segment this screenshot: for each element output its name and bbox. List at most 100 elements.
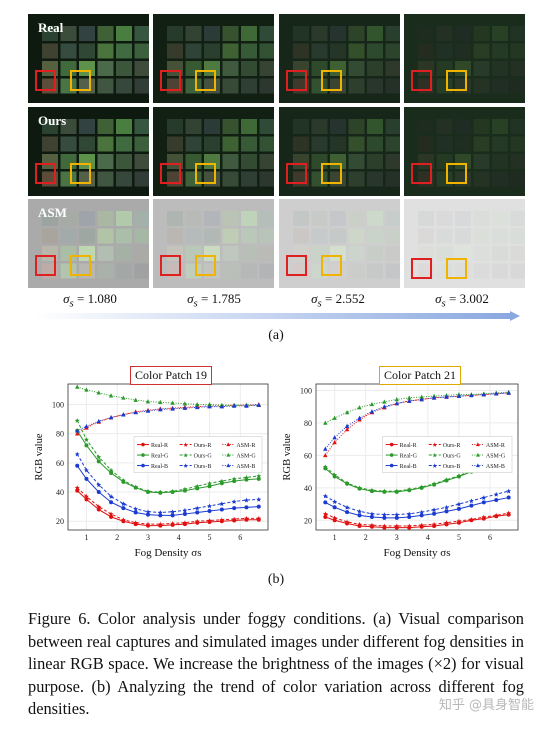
data-point-real-b: [506, 495, 511, 500]
x-axis-label: Fog Density σs: [383, 547, 450, 559]
data-point-ours-b: [219, 501, 225, 507]
highlight-box-patch-19: [35, 255, 56, 276]
color-checker-image: [160, 26, 275, 94]
data-point-ours-g: [170, 488, 176, 494]
data-point-ours-g: [157, 489, 163, 495]
y-tick-label: 100: [300, 386, 312, 395]
image-cell-asm-1: ASM: [28, 199, 149, 288]
data-point-ours-b: [394, 512, 400, 517]
image-cell-ours-3: [278, 106, 400, 196]
data-point-ours-r: [369, 522, 375, 528]
data-point-asm-g: [108, 393, 114, 398]
legend-marker: [141, 453, 145, 457]
data-point-real-b: [369, 515, 374, 520]
highlight-box-patch-21: [195, 70, 217, 91]
data-point-asm-r: [75, 431, 80, 436]
y-tick-label: 20: [304, 516, 312, 525]
data-point-asm-g: [145, 399, 151, 404]
data-point-ours-r: [182, 520, 188, 526]
data-point-ours-b: [481, 495, 487, 500]
series-line-ours-r: [76, 487, 259, 525]
x-tick-label: 6: [488, 533, 492, 542]
legend-entry: ASM-R: [236, 443, 255, 449]
data-point-ours-b: [145, 509, 151, 515]
data-point-ours-r: [74, 485, 80, 491]
data-point-real-b: [84, 476, 89, 481]
data-point-asm-g: [121, 395, 126, 400]
data-point-ours-g: [74, 418, 80, 423]
x-tick-label: 1: [333, 533, 337, 542]
data-point-ours-g: [108, 467, 114, 473]
data-point-ours-r: [256, 515, 262, 521]
data-point-ours-r: [145, 521, 151, 527]
sigma-label-2: σs = 1.785: [187, 291, 241, 310]
data-point-ours-g: [207, 480, 212, 486]
data-point-ours-r: [194, 518, 200, 524]
data-point-ours-b: [322, 493, 328, 499]
legend-marker: [475, 442, 480, 447]
data-point-ours-r: [419, 522, 425, 528]
data-point-ours-g: [456, 473, 462, 479]
legend-entry: Real-R: [151, 443, 168, 449]
y-axis-label: RGB value: [282, 433, 293, 480]
data-point-asm-g: [344, 409, 350, 415]
series-line-real-b: [76, 465, 259, 516]
data-point-asm-b: [506, 390, 511, 395]
data-point-ours-r: [207, 518, 212, 523]
data-point-real-b: [232, 506, 237, 511]
data-point-ours-g: [244, 475, 249, 480]
data-point-asm-b: [369, 409, 375, 414]
legend-marker: [141, 463, 145, 468]
data-point-ours-r: [244, 515, 249, 521]
y-tick-label: 80: [56, 430, 64, 439]
data-point-ours-b: [133, 506, 139, 512]
y-tick-label: 40: [304, 484, 312, 493]
legend-marker: [183, 463, 188, 468]
data-point-asm-g: [407, 395, 412, 400]
highlight-box-patch-19: [35, 70, 56, 91]
x-tick-label: 2: [115, 533, 119, 542]
data-point-ours-b: [444, 504, 449, 510]
highlight-box-patch-21: [70, 255, 91, 276]
image-cell-real-2: [153, 14, 275, 103]
data-point-asm-g: [382, 399, 387, 404]
data-point-asm-b: [145, 408, 151, 413]
legend-marker: [475, 463, 480, 468]
legend-entry: Ours-R: [194, 443, 212, 449]
data-point-ours-b: [120, 501, 126, 507]
color-checker-image: [285, 118, 400, 186]
data-point-ours-g: [381, 488, 387, 494]
legend-entry: ASM-G: [236, 454, 256, 460]
data-point-real-b: [207, 509, 212, 514]
data-point-ours-r: [170, 521, 176, 526]
x-tick-label: 6: [238, 533, 242, 542]
legend-entry: Real-B: [151, 464, 168, 470]
data-point-asm-b: [207, 404, 212, 409]
data-point-ours-g: [357, 485, 362, 491]
y-tick-label: 100: [52, 400, 64, 409]
legend-marker: [432, 452, 437, 458]
data-point-asm-b: [256, 402, 261, 407]
data-point-real-b: [109, 500, 114, 505]
legend-marker: [432, 463, 437, 468]
data-point-real-b: [494, 497, 499, 502]
data-point-real-b: [158, 513, 163, 518]
highlight-box-patch-21: [70, 162, 91, 184]
data-point-asm-b: [219, 404, 225, 409]
data-point-ours-r: [468, 517, 474, 522]
data-point-ours-r: [506, 510, 512, 516]
data-point-real-b: [432, 511, 437, 516]
legend-box: [133, 436, 263, 473]
data-point-ours-b: [96, 482, 102, 488]
data-point-ours-g: [344, 480, 350, 486]
color-checker-image: [410, 211, 525, 279]
data-point-asm-b: [407, 398, 412, 403]
legend-entry: Real-G: [151, 454, 169, 460]
legend-box: [382, 436, 513, 473]
row-label-asm: ASM: [38, 205, 67, 220]
x-tick-label: 2: [364, 533, 368, 542]
data-point-ours-b: [74, 451, 80, 457]
data-point-asm-g: [357, 405, 362, 410]
data-point-asm-b: [456, 393, 462, 398]
data-point-ours-g: [194, 483, 200, 489]
